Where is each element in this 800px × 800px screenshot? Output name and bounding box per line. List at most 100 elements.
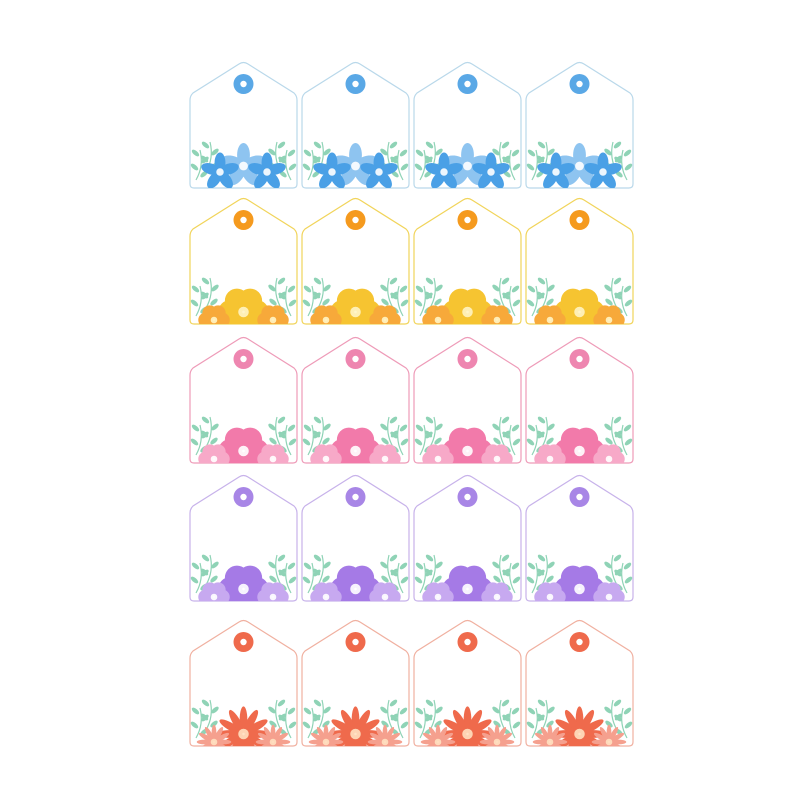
leaf-sprig-icon [312, 699, 331, 731]
flower-icon [551, 706, 608, 746]
leaf-sprig-icon [424, 416, 443, 448]
flower-icon [537, 152, 575, 188]
flower-icon [330, 288, 381, 324]
leaf-sprig-icon [380, 416, 399, 448]
leaf-sprig-icon [536, 699, 555, 731]
tag-outline [189, 619, 298, 747]
leaf-sprig-icon [424, 554, 443, 586]
flower-icon [257, 305, 289, 324]
tag-outline [189, 474, 298, 602]
gift-tag-pink-flowers[interactable] [301, 336, 410, 475]
flower-icon [218, 288, 269, 324]
flower-icon [422, 305, 454, 324]
gift-tag-coral-flowers[interactable] [189, 619, 298, 762]
flower-icon [330, 565, 381, 601]
gift-tag-purple-flowers[interactable] [413, 474, 522, 613]
flower-icon [327, 706, 384, 746]
leaf-sprig-icon [268, 554, 287, 586]
leaf-sprig-icon [526, 149, 545, 181]
gift-tag-purple-flowers[interactable] [301, 474, 410, 613]
gift-tag-pink-flowers[interactable] [413, 336, 522, 475]
gift-tag-purple-flowers[interactable] [189, 474, 298, 613]
leaf-sprig-icon [380, 554, 399, 586]
gift-tag-yellow-flowers[interactable] [525, 197, 634, 336]
flower-icon [584, 152, 622, 188]
flower-icon [257, 444, 289, 463]
flower-icon [420, 724, 456, 746]
gift-tag-blue-flowers[interactable] [301, 61, 410, 192]
leaf-sprig-icon [492, 416, 511, 448]
flower-icon [313, 152, 351, 188]
flower-icon [330, 427, 381, 463]
flower-icon [198, 444, 230, 463]
flower-icon [198, 305, 230, 324]
gift-tag-blue-flowers[interactable] [413, 61, 522, 192]
leaf-sprig-icon [312, 277, 331, 309]
tag-outline [525, 197, 634, 325]
leaf-sprig-icon [604, 277, 623, 309]
gift-tag-coral-flowers[interactable] [301, 619, 410, 762]
leaf-sprig-icon [424, 277, 443, 309]
flower-icon [532, 724, 568, 746]
flower-icon [310, 582, 342, 601]
tag-outline [413, 619, 522, 747]
flower-icon [196, 724, 232, 746]
gift-tag-blue-flowers[interactable] [189, 61, 298, 192]
flower-icon [257, 582, 289, 601]
leaf-sprig-icon [492, 554, 511, 586]
flower-icon [198, 582, 230, 601]
leaf-sprig-icon [200, 277, 219, 309]
leaf-sprig-icon [200, 416, 219, 448]
flower-icon [534, 305, 566, 324]
gift-tag-yellow-flowers[interactable] [189, 197, 298, 336]
gift-tag-yellow-flowers[interactable] [413, 197, 522, 336]
flower-icon [472, 152, 510, 188]
leaf-sprig-icon [380, 277, 399, 309]
tag-outline [301, 619, 410, 747]
flower-icon [534, 582, 566, 601]
flower-icon [367, 724, 403, 746]
tag-outline [189, 336, 298, 464]
gift-tag-blue-flowers[interactable] [525, 61, 634, 192]
flower-icon [255, 724, 291, 746]
flower-icon [422, 444, 454, 463]
leaf-sprig-icon [492, 699, 511, 731]
gift-tag-purple-flowers[interactable] [525, 474, 634, 613]
tag-outline [413, 197, 522, 325]
tag-outline [189, 197, 298, 325]
flower-icon [248, 152, 286, 188]
tag-outline [413, 474, 522, 602]
flower-icon [308, 724, 344, 746]
flower-icon [593, 582, 625, 601]
gift-tag-pink-flowers[interactable] [525, 336, 634, 475]
gift-tag-pink-flowers[interactable] [189, 336, 298, 475]
tag-outline [525, 474, 634, 602]
flower-icon [369, 305, 401, 324]
flower-icon [369, 582, 401, 601]
flower-icon [554, 565, 605, 601]
flower-icon [479, 724, 515, 746]
leaf-sprig-icon [268, 277, 287, 309]
leaf-sprig-icon [536, 554, 555, 586]
flower-icon [201, 152, 239, 188]
leaf-sprig-icon [268, 416, 287, 448]
flower-icon [422, 582, 454, 601]
gift-tag-coral-flowers[interactable] [413, 619, 522, 762]
gift-tag-coral-flowers[interactable] [525, 619, 634, 762]
flower-icon [310, 444, 342, 463]
tag-outline [525, 336, 634, 464]
leaf-sprig-icon [604, 554, 623, 586]
tag-outline [301, 336, 410, 464]
gift-tag-yellow-flowers[interactable] [301, 197, 410, 336]
flower-icon [425, 152, 463, 188]
flower-icon [481, 305, 513, 324]
flower-icon [593, 444, 625, 463]
leaf-sprig-icon [312, 554, 331, 586]
flower-icon [591, 724, 627, 746]
leaf-sprig-icon [200, 554, 219, 586]
flower-icon [481, 582, 513, 601]
leaf-sprig-icon [312, 416, 331, 448]
leaf-sprig-icon [604, 416, 623, 448]
tag-outline [301, 197, 410, 325]
